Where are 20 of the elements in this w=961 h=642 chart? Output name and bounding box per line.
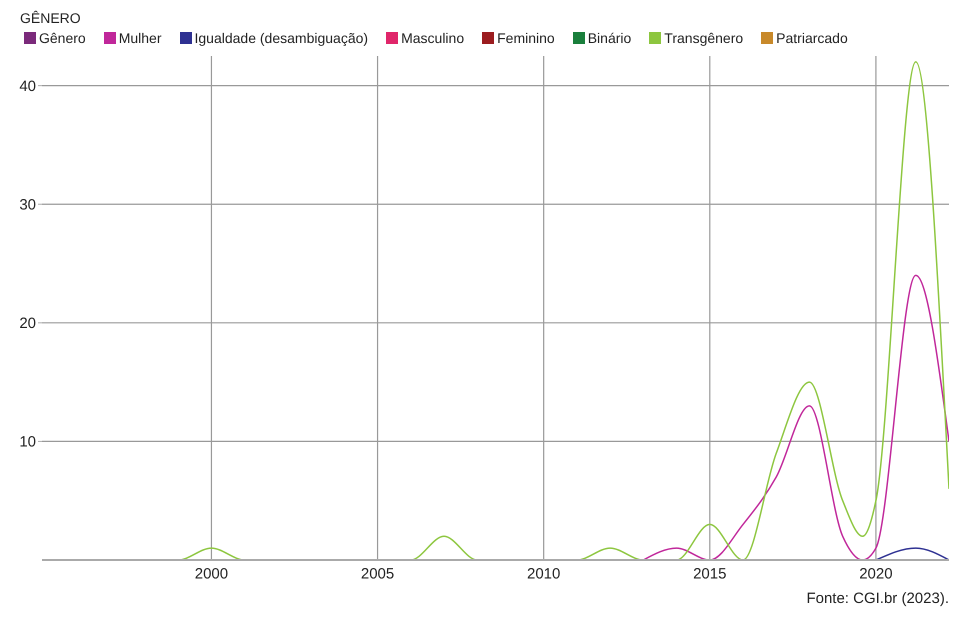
legend-label: Mulher xyxy=(118,30,162,46)
x-tick-label: 2015 xyxy=(693,566,726,583)
legend-label: Feminino xyxy=(497,30,555,46)
x-tick-label: 2020 xyxy=(859,566,893,583)
legend-title: GÊNERO xyxy=(19,9,82,28)
x-tick-label: 2000 xyxy=(194,566,228,583)
y-tick-label: 20 xyxy=(19,315,36,332)
source-note: Fonte: CGI.br (2023). xyxy=(805,590,950,607)
y-tick-label: 40 xyxy=(19,78,36,95)
x-tick-label: 2005 xyxy=(360,566,394,583)
legend-label: Igualdade (desambiguação) xyxy=(194,30,368,46)
x-tick-label: 2010 xyxy=(526,566,560,583)
legend-label: Patriarcado xyxy=(776,30,848,46)
y-tick-label: 30 xyxy=(19,196,36,214)
legend-label: Transgênero xyxy=(664,30,744,46)
y-tick-label: 10 xyxy=(19,434,36,451)
line-series xyxy=(642,274,949,560)
legend-label: Gênero xyxy=(39,30,86,46)
legend-label: Masculino xyxy=(401,30,464,46)
legend-label: Binário xyxy=(588,30,632,46)
